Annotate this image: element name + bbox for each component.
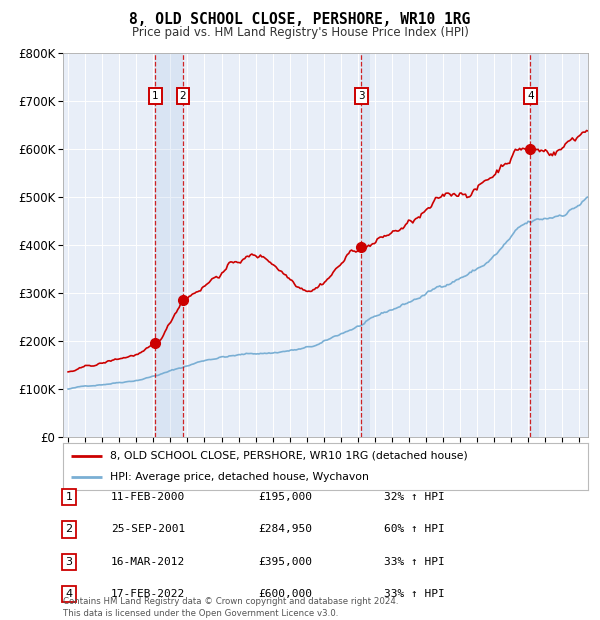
Text: 1: 1: [65, 492, 73, 502]
Text: HPI: Average price, detached house, Wychavon: HPI: Average price, detached house, Wych…: [110, 472, 369, 482]
Text: £195,000: £195,000: [258, 492, 312, 502]
Text: 11-FEB-2000: 11-FEB-2000: [111, 492, 185, 502]
Bar: [361, 53, 370, 437]
Text: 25-SEP-2001: 25-SEP-2001: [111, 525, 185, 534]
Text: 3: 3: [65, 557, 73, 567]
Text: £284,950: £284,950: [258, 525, 312, 534]
Text: 1: 1: [152, 91, 158, 101]
Text: 17-FEB-2022: 17-FEB-2022: [111, 589, 185, 599]
Text: Price paid vs. HM Land Registry's House Price Index (HPI): Price paid vs. HM Land Registry's House …: [131, 26, 469, 39]
Text: 60% ↑ HPI: 60% ↑ HPI: [384, 525, 445, 534]
Text: Contains HM Land Registry data © Crown copyright and database right 2024.
This d: Contains HM Land Registry data © Crown c…: [63, 596, 398, 618]
Text: £395,000: £395,000: [258, 557, 312, 567]
Text: 8, OLD SCHOOL CLOSE, PERSHORE, WR10 1RG (detached house): 8, OLD SCHOOL CLOSE, PERSHORE, WR10 1RG …: [110, 451, 468, 461]
Text: 8, OLD SCHOOL CLOSE, PERSHORE, WR10 1RG: 8, OLD SCHOOL CLOSE, PERSHORE, WR10 1RG: [130, 12, 470, 27]
Text: 33% ↑ HPI: 33% ↑ HPI: [384, 589, 445, 599]
Text: 4: 4: [527, 91, 533, 101]
Text: 4: 4: [65, 589, 73, 599]
Text: 16-MAR-2012: 16-MAR-2012: [111, 557, 185, 567]
Text: 2: 2: [179, 91, 186, 101]
Text: 2: 2: [65, 525, 73, 534]
Text: £600,000: £600,000: [258, 589, 312, 599]
Bar: [155, 53, 183, 437]
Bar: [530, 53, 539, 437]
Text: 33% ↑ HPI: 33% ↑ HPI: [384, 557, 445, 567]
Text: 32% ↑ HPI: 32% ↑ HPI: [384, 492, 445, 502]
Text: 3: 3: [358, 91, 365, 101]
